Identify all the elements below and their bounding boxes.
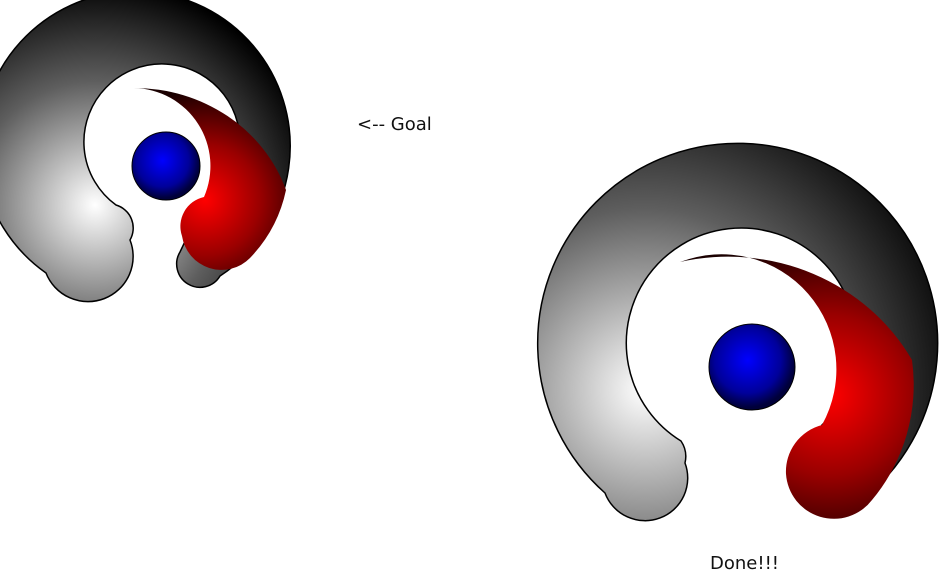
done-label: Done!!! [710, 553, 780, 574]
done-blue-core [708, 323, 796, 411]
done-figure [536, 142, 939, 522]
goal-label: <-- Goal [357, 114, 432, 135]
goal-blue-core [131, 131, 201, 201]
goal-red-arc [134, 87, 286, 270]
done-red-arc [680, 254, 914, 519]
goal-figure [0, 0, 291, 303]
